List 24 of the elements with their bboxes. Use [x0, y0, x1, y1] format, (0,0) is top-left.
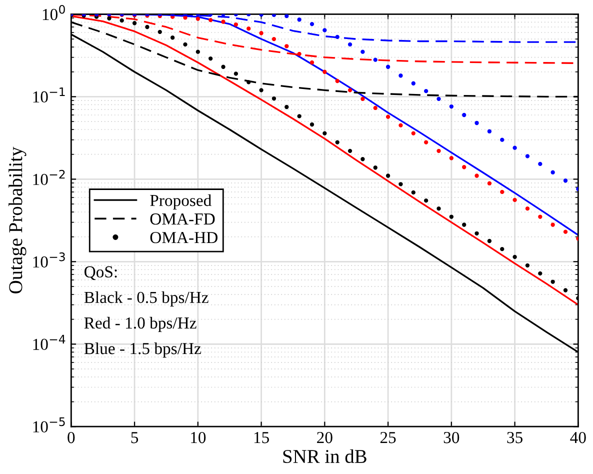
annotation: Black - 0.5 bps/Hz [84, 291, 208, 306]
x-tick-label: 15 [254, 432, 269, 444]
x-tick-label: 35 [507, 432, 522, 444]
y-tick-label: 10$^{0}$ [42, 4, 65, 20]
y-tick-label: 10$^{−1}$ [33, 88, 65, 103]
y-tick-label: 10$^{−4}$ [33, 334, 66, 350]
annotation: QoS: [84, 266, 117, 280]
legend-label: Proposed [150, 194, 212, 210]
y-axis-title: Outage Probability [8, 146, 26, 294]
x-tick-label: 0 [68, 432, 75, 444]
x-tick-label: 40 [570, 432, 586, 444]
annotation: Blue - 1.5 bps/Hz [84, 342, 201, 358]
x-tick-label: 10 [191, 432, 206, 444]
legend-label: OMA-FD [150, 213, 215, 225]
y-tick-label: 10$^{−3}$ [33, 252, 65, 268]
x-tick-label: 25 [380, 432, 396, 444]
x-tick-label: 30 [444, 432, 460, 444]
annotation: Red - 1.0 bps/Hz [84, 316, 196, 332]
x-axis-title: SNR in dB [283, 449, 366, 464]
legend-label: OMA-HD [150, 232, 218, 244]
x-tick-label: 5 [131, 432, 138, 444]
x-tick-label: 20 [317, 432, 332, 444]
y-tick-label: 10$^{−5}$ [33, 417, 65, 432]
y-tick-label: 10$^{−2}$ [33, 170, 65, 186]
